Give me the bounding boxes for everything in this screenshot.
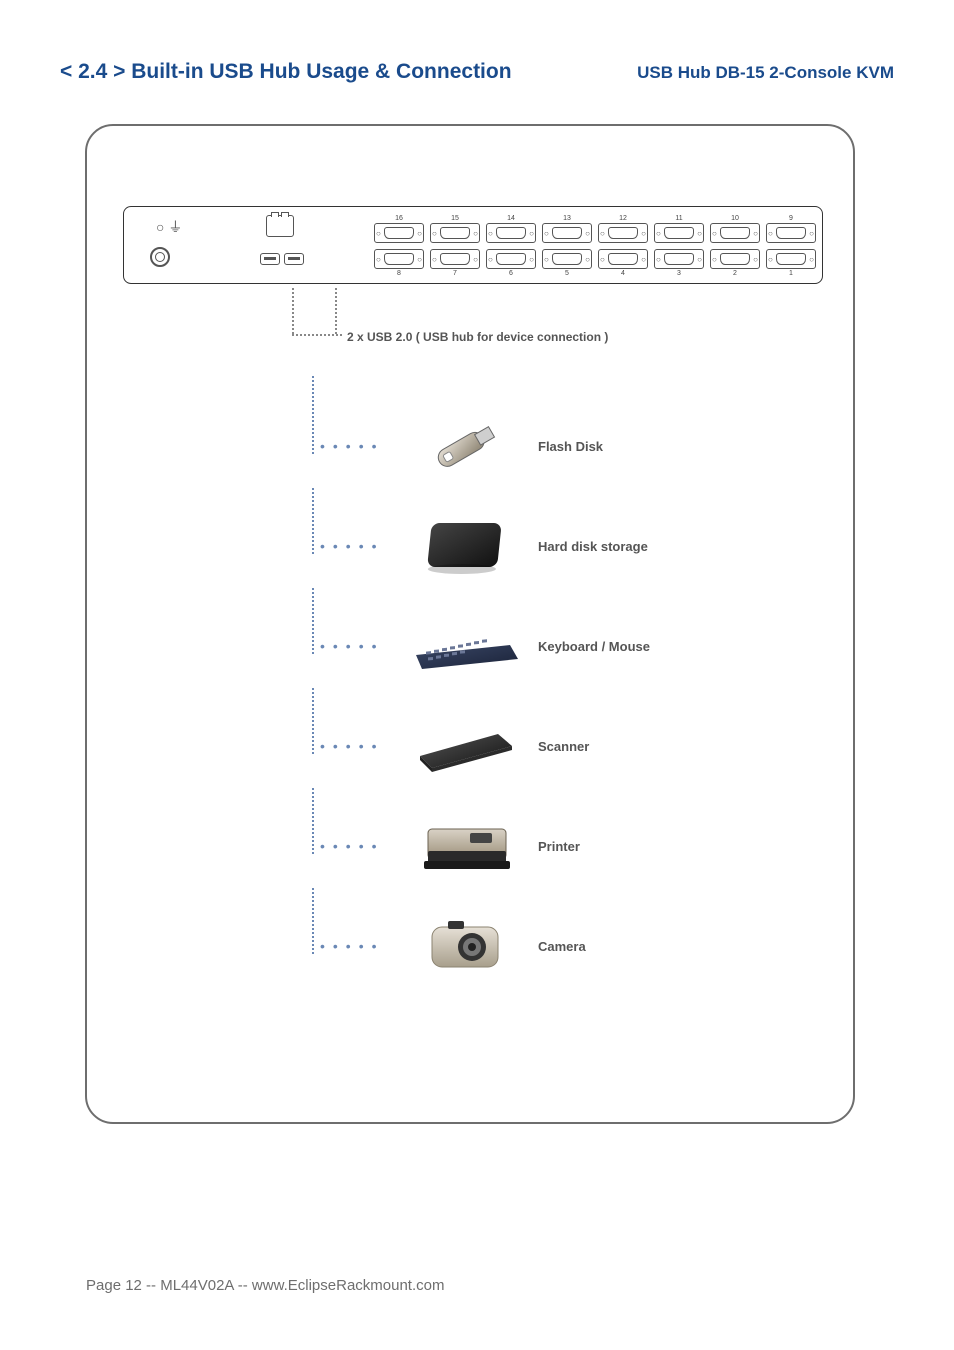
port-number: 10 <box>731 215 739 222</box>
device-label: Scanner <box>538 739 589 754</box>
product-title: USB Hub DB-15 2-Console KVM <box>637 63 894 83</box>
db15-port-icon <box>486 223 536 243</box>
db15-port-icon <box>598 223 648 243</box>
diagram-box: ○ ⏚ 16 15 14 13 12 11 10 9 8 <box>85 124 855 1124</box>
port-number: 6 <box>509 270 513 277</box>
db15-port-grid: 16 15 14 13 12 11 10 9 8 7 6 5 4 3 2 1 <box>330 213 816 277</box>
usb-hub-caption: 2 x USB 2.0 ( USB hub for device connect… <box>347 330 608 344</box>
hdd-icon <box>410 506 520 586</box>
callout-line <box>292 288 294 334</box>
db15-port-icon <box>654 223 704 243</box>
db15-port-icon <box>374 249 424 269</box>
port-number: 9 <box>789 215 793 222</box>
db15-port-icon <box>486 249 536 269</box>
device-row: ••••• Camera <box>312 896 782 996</box>
db15-port-icon <box>542 249 592 269</box>
device-row: ••••• Hard disk storage <box>312 496 782 596</box>
device-label: Keyboard / Mouse <box>538 639 650 654</box>
connector-dots: ••••• <box>312 938 392 954</box>
db15-top-row: 16 15 14 13 12 11 10 9 <box>330 215 816 243</box>
section-title: < 2.4 > Built-in USB Hub Usage & Connect… <box>60 60 512 84</box>
db15-port-icon <box>542 223 592 243</box>
device-label: Camera <box>538 939 586 954</box>
kvm-rear-panel: ○ ⏚ 16 15 14 13 12 11 10 9 8 <box>123 206 823 284</box>
flash-disk-icon <box>410 406 520 486</box>
usb-port-icon <box>284 253 304 265</box>
port-number: 16 <box>395 215 403 222</box>
port-number: 2 <box>733 270 737 277</box>
page-header: < 2.4 > Built-in USB Hub Usage & Connect… <box>60 60 894 84</box>
usb-hub-ports <box>260 253 304 265</box>
callout-line <box>335 288 337 334</box>
ground-icon: ○ ⏚ <box>156 217 182 237</box>
device-label: Hard disk storage <box>538 539 648 554</box>
device-row: ••••• Flash Disk <box>312 396 782 496</box>
device-label: Printer <box>538 839 580 854</box>
connector-dots: ••••• <box>312 638 392 654</box>
connector-dots: ••••• <box>312 738 392 754</box>
usb-port-icon <box>260 253 280 265</box>
connector-dots: ••••• <box>312 538 392 554</box>
device-label: Flash Disk <box>538 439 603 454</box>
device-row: ••••• Printer <box>312 796 782 896</box>
device-list: ••••• Flash Disk ••••• <box>312 396 782 996</box>
callout-line <box>292 334 342 336</box>
db15-port-icon <box>766 223 816 243</box>
db15-bottom-row: 8 7 6 5 4 3 2 1 <box>330 249 816 277</box>
port-number: 7 <box>453 270 457 277</box>
connector-dots: ••••• <box>312 438 392 454</box>
port-number: 14 <box>507 215 515 222</box>
db15-port-icon <box>710 223 760 243</box>
db15-port-icon <box>654 249 704 269</box>
camera-icon <box>410 906 520 986</box>
device-row: ••••• Scanner <box>312 696 782 796</box>
printer-icon <box>410 806 520 886</box>
scanner-icon <box>410 706 520 786</box>
port-number: 8 <box>397 270 401 277</box>
port-number: 5 <box>565 270 569 277</box>
db15-port-icon <box>710 249 760 269</box>
db15-port-icon <box>598 249 648 269</box>
db15-port-icon <box>374 223 424 243</box>
connector-dots: ••••• <box>312 838 392 854</box>
port-number: 11 <box>675 215 682 222</box>
device-row: ••••• <box>312 596 782 696</box>
port-number: 13 <box>563 215 571 222</box>
page-footer: Page 12 -- ML44V02A -- www.EclipseRackmo… <box>86 1277 444 1294</box>
port-number: 12 <box>619 215 627 222</box>
port-number: 4 <box>621 270 625 277</box>
keyboard-icon <box>410 606 520 686</box>
panel-center-section <box>260 207 330 283</box>
db15-port-icon <box>430 223 480 243</box>
rj-port-icon <box>266 215 294 237</box>
db15-port-icon <box>430 249 480 269</box>
port-number: 3 <box>677 270 681 277</box>
db15-port-icon <box>766 249 816 269</box>
port-number: 1 <box>789 270 793 277</box>
port-number: 15 <box>451 215 459 222</box>
panel-left-section: ○ ⏚ <box>130 207 260 283</box>
power-knob-icon <box>150 247 170 267</box>
